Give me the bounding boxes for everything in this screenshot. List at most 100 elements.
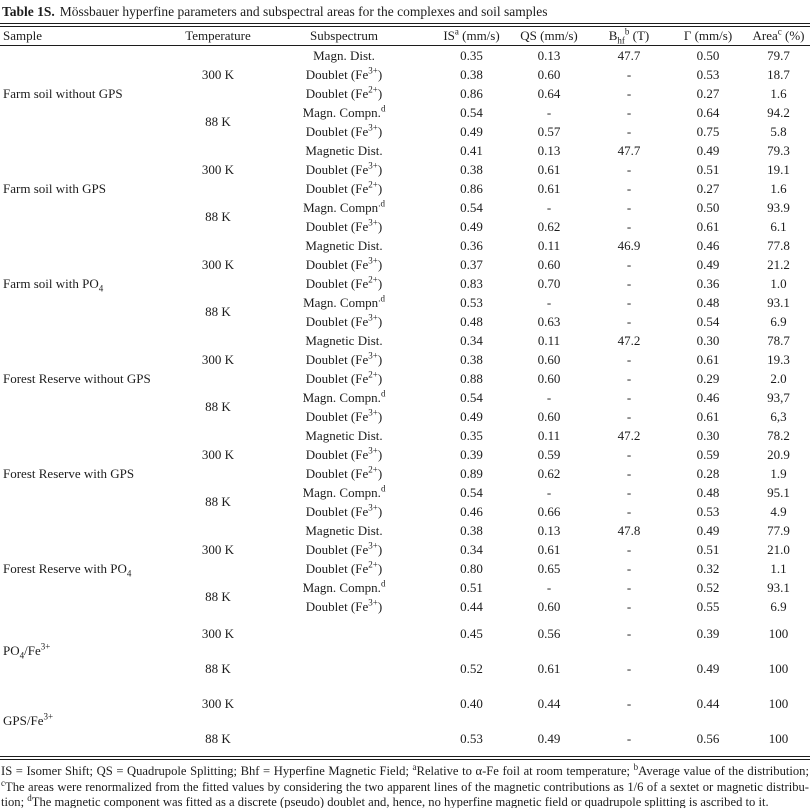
area-cell: 94.2	[767, 104, 790, 120]
is-cell: 0.54	[460, 389, 483, 405]
sample-cell: GPS/Fe3+	[3, 711, 54, 728]
table-row: Doublet (Fe3+) 0.49 0.62 - 0.61 6.1	[0, 217, 810, 236]
table-row: 88 K Magn. Compn.d 0.51 - - 0.52 93.1	[0, 578, 810, 604]
qs-cell: -	[546, 199, 552, 215]
column-header-temperature: Temperature	[182, 25, 254, 46]
area-cell: 6.1	[770, 218, 787, 234]
area-cell: 1.9	[770, 465, 787, 481]
qs-cell: 0.60	[537, 66, 561, 82]
temperature-cell: 88 K	[205, 399, 231, 414]
gamma-cell: 0.50	[696, 47, 720, 63]
qs-cell: 0.66	[537, 503, 561, 519]
subspectrum-cell	[254, 721, 434, 758]
table-row: Doublet (Fe3+) 0.37 0.60 - 0.49 21.2	[0, 255, 810, 274]
gamma-cell: 0.32	[696, 560, 720, 576]
qs-cell: 0.13	[537, 142, 561, 158]
area-cell: 19.1	[767, 161, 790, 177]
table-row: Farm soil with PO4 300 K Magnetic Dist. 0.3…	[0, 236, 810, 293]
table-row: Forest Reserve with PO4 300 K Magnetic Dis…	[0, 521, 810, 578]
gamma-cell: 0.27	[696, 180, 720, 196]
is-cell: 0.35	[460, 427, 483, 443]
sample-cell: PO4/Fe3+	[3, 641, 51, 661]
qs-cell: 0.70	[537, 275, 561, 291]
bhf-cell: -	[626, 695, 632, 711]
table-row: Doublet (Fe2+) 0.80 0.65 - 0.32 1.1	[0, 559, 810, 578]
gamma-cell: 0.48	[696, 294, 720, 310]
qs-cell: 0.60	[537, 256, 561, 272]
is-cell: 0.54	[460, 199, 483, 215]
area-cell: 6,3	[770, 408, 787, 424]
column-header-sample: Sample	[0, 25, 182, 46]
area-cell: 4.9	[770, 503, 787, 519]
footnote-line: cThe areas were renormalized from the fi…	[1, 777, 809, 794]
gamma-cell: 0.50	[696, 199, 720, 215]
is-cell: 0.52	[460, 660, 483, 676]
table-row: Doublet (Fe2+) 0.86 0.64 - 0.27 1.6	[0, 84, 810, 103]
subspectrum-cell: Doublet (Fe3+)	[305, 502, 383, 519]
is-cell: 0.83	[460, 275, 483, 291]
subspectrum-cell: Magn. Compn.d	[303, 198, 385, 215]
gamma-cell: 0.49	[696, 256, 720, 272]
qs-cell: 0.61	[537, 541, 561, 557]
is-cell: 0.35	[460, 47, 483, 63]
bhf-cell: -	[626, 370, 632, 386]
bhf-cell: 47.8	[617, 522, 641, 538]
table-body: Farm soil without GPS 300 K Magn. Dist. 0.3…	[0, 46, 810, 759]
bhf-cell: -	[626, 313, 632, 329]
subspectrum-cell: Doublet (Fe2+)	[305, 274, 383, 291]
bhf-cell: 47.7	[617, 47, 641, 63]
gamma-cell: 0.30	[696, 332, 720, 348]
sample-cell: Farm soil with PO4	[3, 275, 104, 294]
bhf-cell: -	[626, 389, 632, 405]
temperature-cell: 88 K	[205, 304, 231, 319]
is-cell: 0.80	[460, 560, 483, 576]
gamma-cell: 0.30	[696, 427, 720, 443]
area-cell: 77.8	[767, 237, 790, 253]
temperature-cell: 88 K	[205, 660, 231, 676]
is-cell: 0.89	[460, 465, 483, 481]
table-row: Doublet (Fe3+) 0.34 0.61 - 0.51 21.0	[0, 540, 810, 559]
subspectrum-cell: Doublet (Fe2+)	[305, 464, 383, 481]
qs-cell: 0.62	[537, 465, 561, 481]
subspectrum-cell: Magnetic Dist.	[305, 142, 383, 158]
subspectrum-cell: Doublet (Fe2+)	[305, 369, 383, 386]
area-cell: 93.1	[767, 579, 790, 595]
bhf-cell: -	[626, 123, 632, 139]
table-row: Doublet (Fe3+) 0.49 0.60 - 0.61 6,3	[0, 407, 810, 426]
temperature-cell: 300 K	[201, 541, 235, 557]
bhf-cell: -	[626, 503, 632, 519]
bhf-cell: -	[626, 104, 632, 120]
area-cell: 1.6	[770, 180, 787, 196]
subspectrum-cell: Doublet (Fe3+)	[305, 445, 383, 462]
gamma-cell: 0.44	[696, 695, 720, 711]
qs-cell: -	[546, 484, 552, 500]
table-row: Forest Reserve with GPS 300 K Magnetic Dis…	[0, 426, 810, 481]
area-cell: 21.2	[767, 256, 790, 272]
table-caption: Table 1S. Mössbauer hyperfine parameters …	[0, 2, 810, 20]
sample-cell: Farm soil with GPS	[3, 180, 106, 196]
column-header-gamma: Γ (mm/s)	[669, 25, 747, 46]
is-cell: 0.86	[460, 180, 483, 196]
area-cell: 93.1	[767, 294, 790, 310]
subspectrum-cell: Doublet (Fe3+)	[305, 160, 383, 177]
subspectrum-cell	[254, 651, 434, 686]
sample-cell: Forest Reserve without GPS	[3, 370, 151, 386]
area-cell: 100	[768, 730, 789, 746]
subspectrum-cell: Doublet (Fe3+)	[305, 255, 383, 272]
gamma-cell: 0.39	[696, 625, 720, 641]
is-cell: 0.34	[460, 541, 483, 557]
qs-cell: 0.65	[537, 560, 561, 576]
is-cell: 0.38	[460, 161, 483, 177]
gamma-cell: 0.75	[696, 123, 720, 139]
temperature-cell: 88 K	[205, 494, 231, 509]
qs-cell: 0.13	[537, 47, 561, 63]
bhf-cell: -	[626, 465, 632, 481]
area-cell: 18.7	[767, 66, 790, 82]
is-cell: 0.49	[460, 123, 483, 139]
bhf-cell: -	[626, 446, 632, 462]
qs-cell: 0.59	[537, 446, 561, 462]
gamma-cell: 0.48	[696, 484, 720, 500]
gamma-cell: 0.61	[696, 351, 720, 367]
area-cell: 2.0	[770, 370, 787, 386]
